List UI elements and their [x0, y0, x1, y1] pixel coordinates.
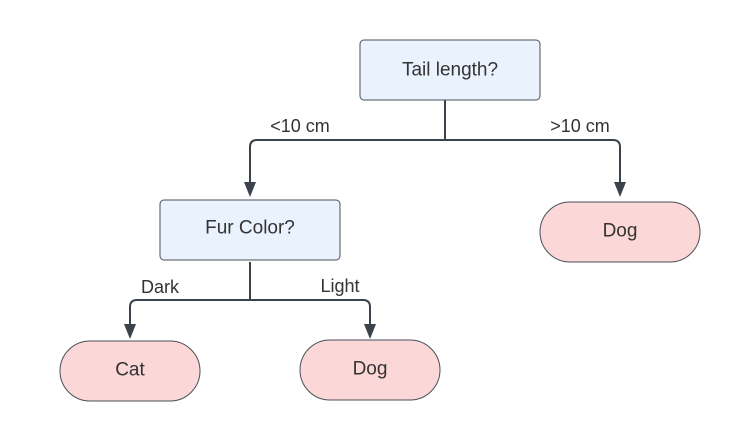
- node-tail-length: Tail length?: [359, 39, 541, 101]
- connector-root-to-dog: [445, 139, 621, 184]
- node-fur-color: Fur Color?: [159, 199, 341, 261]
- arrowhead-to-cat: [124, 324, 136, 339]
- arrowhead-to-dog-light: [364, 324, 376, 339]
- edge-label-light: Light: [320, 276, 359, 296]
- edge-label-greater-than-10cm: >10 cm: [550, 116, 610, 136]
- leaf-cat: Cat: [59, 340, 201, 402]
- edge-label-less-than-10cm: <10 cm: [270, 116, 330, 136]
- connector-fur-to-dog: [250, 299, 371, 325]
- arrowhead-to-fur: [244, 182, 256, 197]
- leaf-dog-light: Dog: [299, 339, 441, 401]
- edge-label-dark: Dark: [141, 277, 180, 297]
- arrowhead-to-dog-right: [614, 182, 626, 197]
- node-fur-color-label: Fur Color?: [205, 218, 295, 239]
- connector-root-to-fur: [249, 139, 445, 184]
- leaf-dog-light-box: [299, 339, 441, 401]
- leaf-cat-label: Cat: [115, 360, 145, 381]
- leaf-dog-right: Dog: [539, 201, 701, 263]
- node-fur-color-box: [159, 199, 341, 261]
- connector-fur-to-cat: [129, 299, 250, 325]
- node-tail-length-box: [359, 39, 541, 101]
- leaf-dog-right-label: Dog: [603, 221, 638, 242]
- leaf-dog-right-box: [539, 201, 701, 263]
- node-tail-length-label: Tail length?: [402, 60, 498, 81]
- leaf-dog-light-label: Dog: [353, 359, 388, 380]
- leaf-cat-box: [59, 340, 201, 402]
